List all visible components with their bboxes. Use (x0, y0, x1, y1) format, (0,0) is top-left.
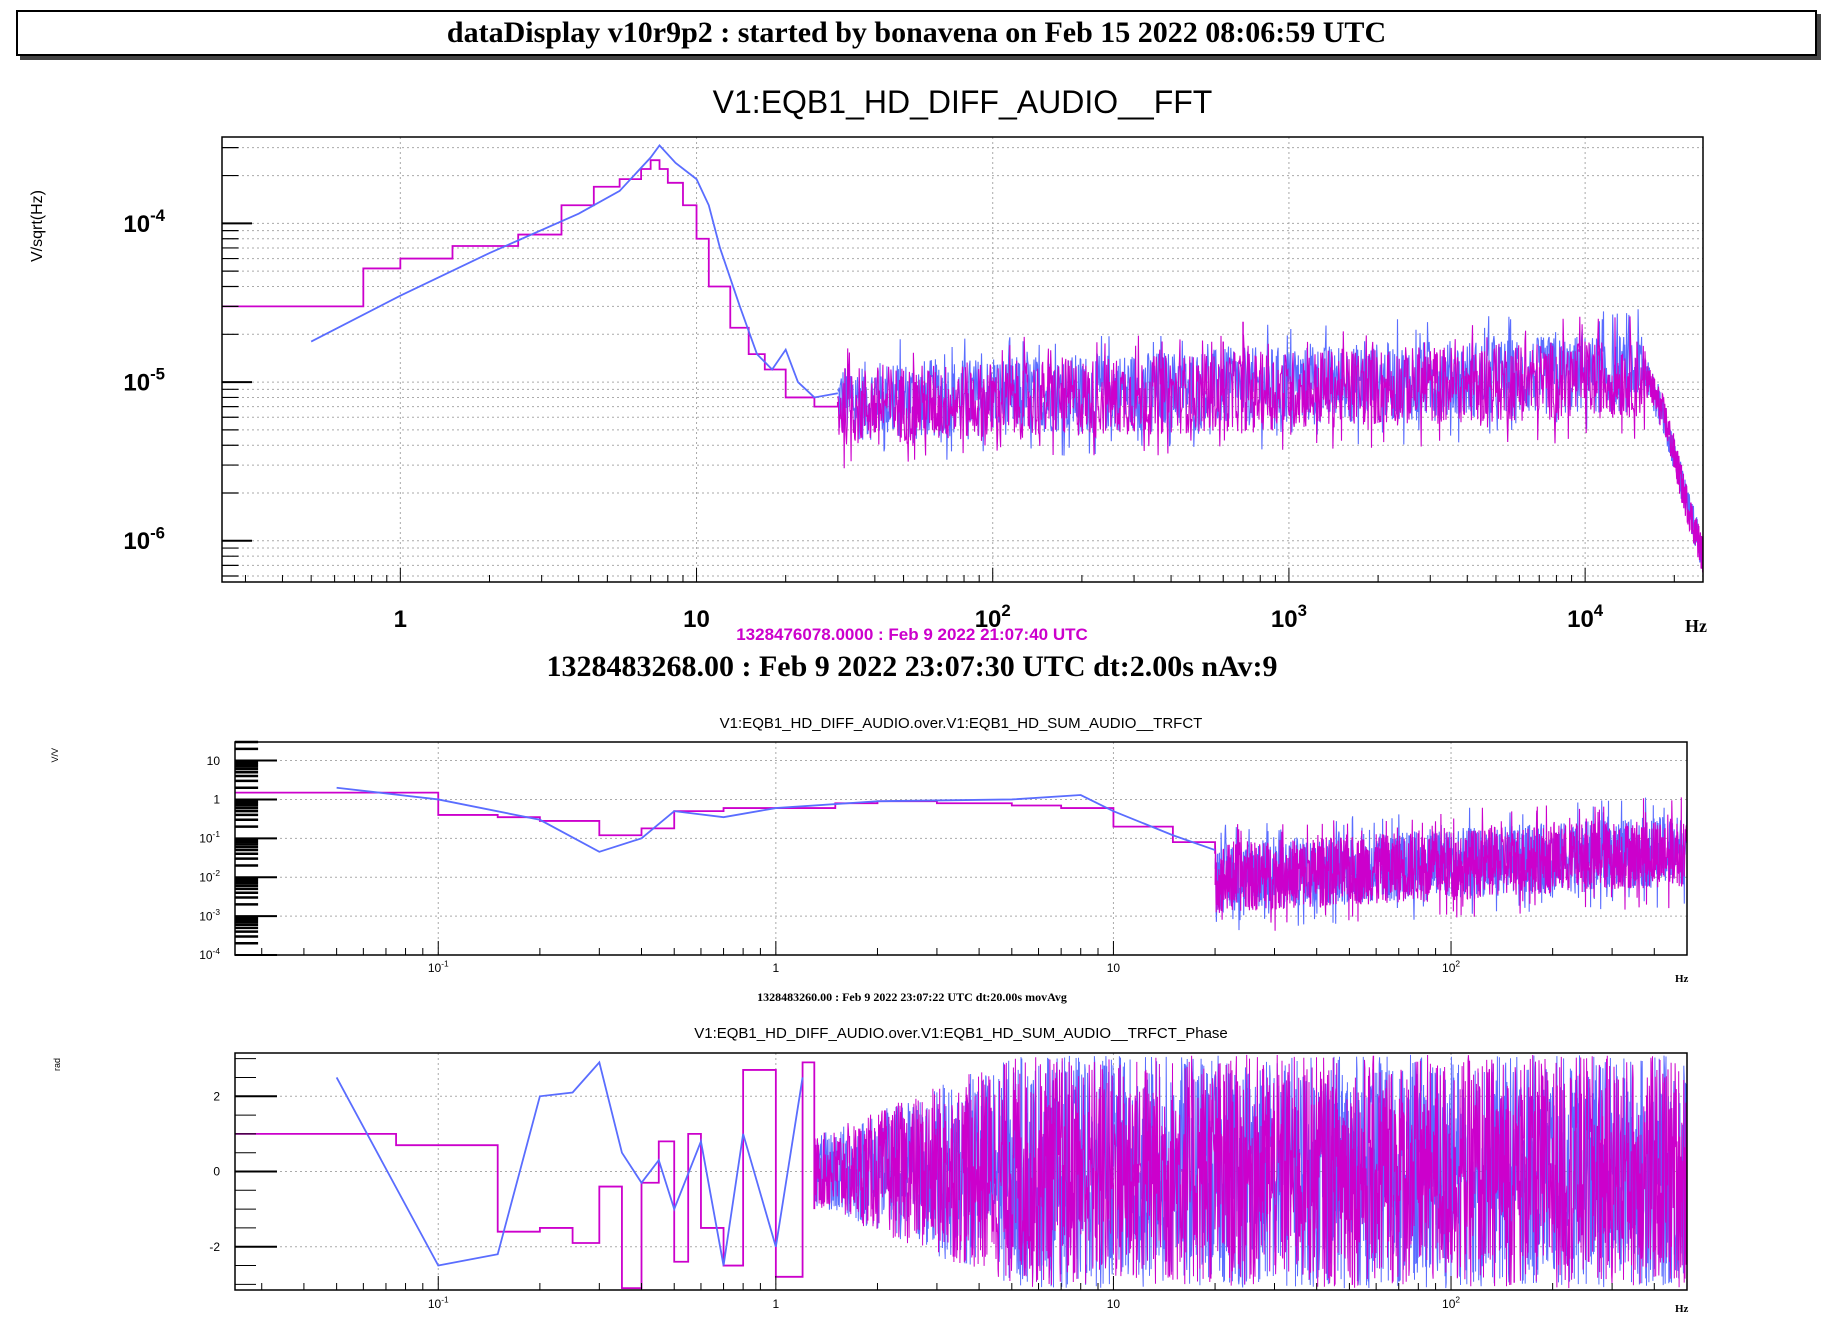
x-tick-label: 104 (1567, 601, 1604, 633)
y-tick-label: 2 (213, 1089, 220, 1103)
chart-title: V1:EQB1_HD_DIFF_AUDIO.over.V1:EQB1_HD_SU… (694, 1025, 1228, 1042)
plot-area (235, 1054, 1687, 1290)
series-1-line (222, 159, 839, 408)
y-tick-label: -2 (209, 1240, 220, 1254)
y-axis-label: V/V (50, 748, 60, 763)
x-tick-label: 10-1 (428, 1295, 449, 1311)
x-tick-label: 10 (683, 606, 710, 633)
rolloff-trace (1645, 359, 1703, 573)
magenta-noise-trace (837, 316, 1647, 469)
x-tick-label: 10 (1107, 1297, 1121, 1311)
x-tick-label: 10 (1107, 961, 1121, 975)
y-tick-label: 10-2 (199, 868, 220, 884)
y-axis-label: V/sqrt(Hz) (29, 190, 46, 262)
plot-frame (234, 741, 1688, 956)
y-tick-label: 10-3 (199, 907, 220, 923)
y-axis-label: rad (52, 1058, 62, 1071)
series-2-line (336, 786, 1216, 853)
series-2-line (335, 1060, 804, 1267)
chart-1: 1 10 102 103 10410-410-510-6V1:EQB1_HD_DIFF_… (29, 84, 1707, 683)
magenta-noise-trace (1214, 797, 1687, 931)
magenta-noise-trace (813, 1054, 1687, 1289)
chart-title: V1:EQB1_HD_DIFF_AUDIO.over.V1:EQB1_HD_SU… (720, 715, 1203, 732)
x-tick-label: 103 (1271, 601, 1307, 633)
x-axis-unit: Hz (1675, 1303, 1689, 1315)
chart-footer: 1328483268.00 : Feb 9 2022 23:07:30 UTC … (546, 650, 1277, 683)
plot-area (235, 786, 1687, 931)
x-axis-unit: Hz (1675, 973, 1689, 985)
y-tick-label: 10-6 (123, 523, 165, 555)
plot-area (222, 143, 1703, 573)
y-tick-label: 1 (213, 793, 220, 807)
y-tick-label: 0 (213, 1165, 220, 1179)
reference-timestamp: 1328476078.0000 : Feb 9 2022 21:07:40 UT… (736, 625, 1088, 644)
plot-frame (221, 136, 1704, 583)
x-tick-label: 1 (394, 606, 407, 633)
x-tick-label: 1 (773, 961, 780, 975)
x-tick-label: 102 (1442, 959, 1460, 975)
grid (222, 137, 1703, 582)
chart-title: V1:EQB1_HD_DIFF_AUDIO__FFT (713, 84, 1213, 120)
y-tick-label: 10-4 (123, 206, 165, 238)
chart-2: 10-1 1 10 102 10 1 10-1 10-2 10-3 10-4 V1:EQB1_HD_… (50, 715, 1689, 1004)
y-tick-label: 10-4 (199, 946, 220, 962)
series-1-line (235, 791, 1216, 854)
y-tick-label: 10-1 (199, 829, 220, 845)
y-tick-label: 10-5 (123, 365, 165, 397)
y-tick-label: 10 (207, 754, 221, 768)
chart-3: 10-1 1 10 102 2 0 -2 V1:EQB1_HD_DIFF_AUDIO.over… (52, 1025, 1689, 1315)
chart-footer: 1328483260.00 : Feb 9 2022 23:07:22 UTC … (757, 990, 1067, 1004)
x-tick-label: 1 (773, 1297, 780, 1311)
x-tick-label: 102 (1442, 1295, 1460, 1311)
banner-title: dataDisplay v10r9p2 : started by bonaven… (16, 10, 1817, 56)
series-2-line (310, 143, 839, 399)
x-axis-unit: Hz (1685, 616, 1707, 636)
x-tick-label: 10-1 (428, 959, 449, 975)
